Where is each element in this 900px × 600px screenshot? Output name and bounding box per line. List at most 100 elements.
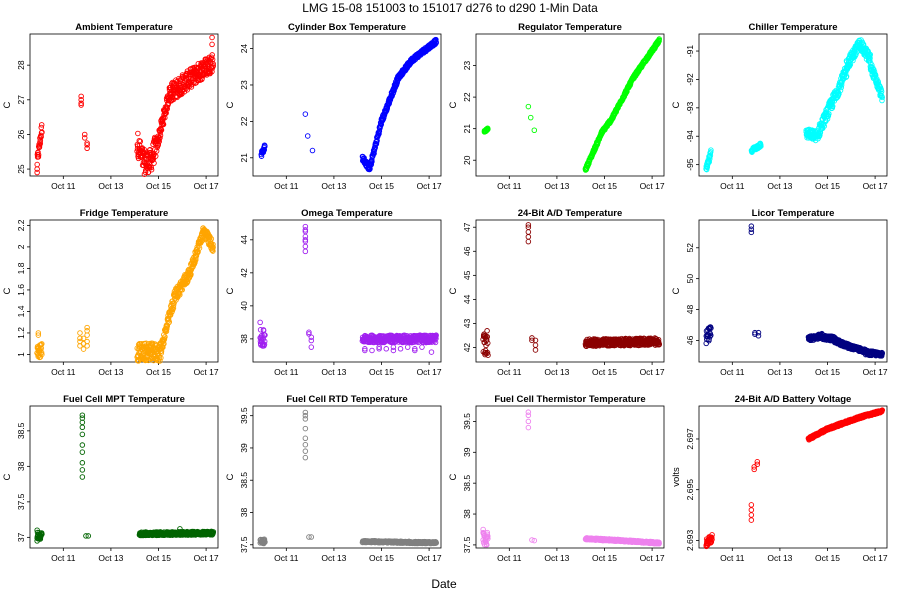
x-tick-label: Oct 11 xyxy=(720,367,745,377)
data-point xyxy=(525,222,532,228)
x-tick-label: Oct 15 xyxy=(146,181,171,191)
data-point xyxy=(210,529,217,535)
data-points xyxy=(480,409,662,548)
y-tick-label: 37 xyxy=(16,532,26,542)
data-point xyxy=(656,36,663,42)
data-point xyxy=(529,337,535,344)
data-point xyxy=(261,338,268,345)
x-tick-label: Oct 13 xyxy=(98,553,123,563)
x-tick-label: Oct 17 xyxy=(863,181,888,191)
y-tick-label: 39 xyxy=(239,443,249,453)
x-tick-label: Oct 13 xyxy=(321,553,346,563)
data-point xyxy=(78,93,84,100)
data-point xyxy=(838,82,845,88)
data-point xyxy=(37,350,44,357)
data-point xyxy=(480,526,486,533)
plot-frame xyxy=(698,33,888,177)
figure-title: LMG 15-08 151003 to 151017 d276 to d290 … xyxy=(302,1,598,15)
data-point xyxy=(262,143,268,149)
data-point xyxy=(302,248,309,255)
y-tick-label: 43 xyxy=(462,318,472,328)
y-tick-label: 44 xyxy=(462,294,472,304)
data-point xyxy=(758,143,764,149)
data-point xyxy=(867,55,873,61)
data-point xyxy=(485,126,491,132)
data-point xyxy=(39,341,45,347)
data-point xyxy=(707,149,714,155)
data-point xyxy=(525,412,532,419)
data-points xyxy=(703,223,885,359)
y-tick-label: 23 xyxy=(462,61,472,71)
x-tick-label: Oct 17 xyxy=(863,367,888,377)
data-point xyxy=(755,333,762,339)
x-tick-label: Oct 11 xyxy=(497,553,522,563)
x-tick-label: Oct 17 xyxy=(417,553,442,563)
y-axis-label: C xyxy=(671,287,682,294)
data-point xyxy=(825,113,832,119)
data-point xyxy=(484,542,490,548)
data-point xyxy=(262,539,268,545)
y-tick-label: -92 xyxy=(685,73,695,86)
data-point xyxy=(362,346,368,352)
panel-title: Licor Temperature xyxy=(752,208,835,219)
data-point xyxy=(209,34,215,41)
data-point xyxy=(373,141,379,148)
data-point xyxy=(152,153,159,159)
data-point xyxy=(703,166,710,173)
data-point xyxy=(412,346,418,352)
data-point xyxy=(525,409,532,415)
y-tick-label: 2 xyxy=(16,244,26,249)
panel-title: Regulator Temperature xyxy=(518,22,622,33)
data-point xyxy=(39,351,45,358)
data-point xyxy=(302,412,309,419)
x-tick-label: Oct 17 xyxy=(417,367,442,377)
y-tick-label: 38.5 xyxy=(16,422,26,439)
y-tick-label: 45 xyxy=(462,270,472,280)
data-point xyxy=(261,536,268,543)
y-axis-label: C xyxy=(2,287,13,294)
data-point xyxy=(829,103,836,109)
data-point xyxy=(162,334,168,340)
x-tick-label: Oct 17 xyxy=(640,553,665,563)
plot-frame xyxy=(29,219,219,363)
data-point xyxy=(84,324,90,331)
data-point xyxy=(79,449,86,455)
x-tick-label: Oct 17 xyxy=(640,181,665,191)
y-tick-label: 25 xyxy=(16,164,26,174)
data-points xyxy=(34,412,217,544)
data-point xyxy=(160,115,166,121)
data-point xyxy=(525,418,532,425)
data-point xyxy=(708,325,714,331)
data-point xyxy=(371,150,377,157)
x-tick-label: Oct 13 xyxy=(544,553,569,563)
x-tick-label: Oct 13 xyxy=(321,181,346,191)
y-tick-label: 42 xyxy=(239,268,249,278)
data-point xyxy=(34,166,40,172)
x-tick-label: Oct 15 xyxy=(815,553,840,563)
x-tick-label: Oct 11 xyxy=(51,553,76,563)
data-point xyxy=(867,51,874,58)
data-point xyxy=(79,467,86,473)
data-point xyxy=(484,328,490,334)
data-point xyxy=(376,344,382,350)
x-tick-label: Oct 11 xyxy=(720,553,745,563)
y-tick-label: -94 xyxy=(685,130,695,143)
y-tick-label: 2.697 xyxy=(685,428,695,450)
data-point xyxy=(79,431,86,438)
data-points xyxy=(481,36,663,173)
data-point xyxy=(35,154,42,160)
data-point xyxy=(196,245,203,251)
y-tick-label: 42 xyxy=(462,343,472,353)
y-tick-label: 37.5 xyxy=(462,536,472,553)
data-point xyxy=(304,133,311,139)
y-axis-label: C xyxy=(225,473,236,480)
data-point xyxy=(485,533,491,539)
data-point xyxy=(173,297,179,303)
data-point xyxy=(525,238,532,245)
data-point xyxy=(752,329,758,336)
data-point xyxy=(160,121,167,128)
x-tick-label: Oct 13 xyxy=(321,367,346,377)
